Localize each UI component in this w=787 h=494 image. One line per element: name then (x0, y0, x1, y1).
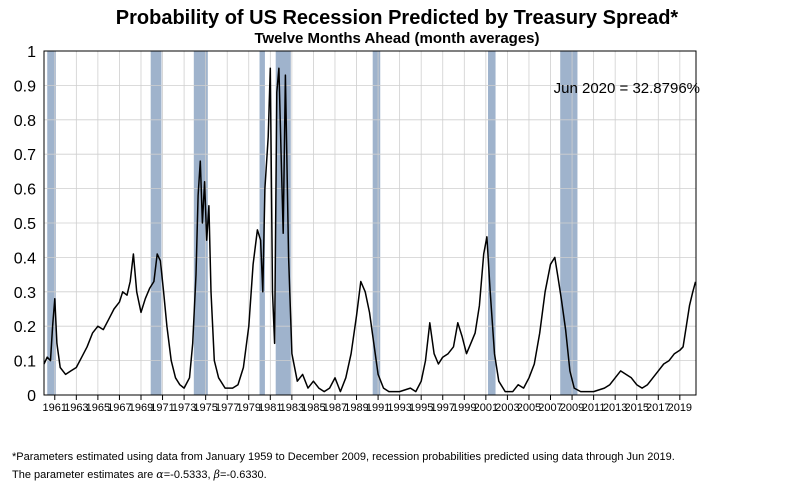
y-tick-label: 0.3 (14, 285, 36, 302)
x-tick-label: 1997 (431, 402, 455, 414)
x-tick-label: 2017 (646, 402, 670, 414)
x-tick-label: 1979 (237, 402, 261, 414)
series-line-1 (43, 67, 697, 393)
x-tick-label: 1983 (280, 402, 304, 414)
beta-symbol: β (213, 468, 220, 481)
x-tick-label: 1999 (452, 402, 476, 414)
x-tick-label: 2011 (582, 402, 606, 414)
x-tick-label: 1961 (43, 402, 67, 414)
x-tick-label: 1989 (344, 402, 368, 414)
x-tick-label: 1973 (172, 402, 196, 414)
x-tick-label: 1963 (64, 402, 88, 414)
beta-value: =-0.6330. (219, 469, 267, 481)
x-tick-label: 1995 (409, 402, 433, 414)
x-tick-label: 2015 (624, 402, 648, 414)
y-tick-label: 0.9 (14, 78, 36, 95)
probability-line (43, 67, 697, 393)
x-tick-label: 2001 (474, 402, 498, 414)
x-tick-label: 1975 (193, 402, 217, 414)
x-axis-ticks: 1961196319651967196919711973197519771979… (43, 395, 692, 414)
x-tick-label: 1971 (150, 402, 174, 414)
y-tick-label: 0 (27, 388, 36, 405)
alpha-value: =-0.5333, (163, 469, 214, 481)
footnote-line-2: The parameter estimates are α=-0.5333, β… (12, 468, 267, 482)
alpha-symbol: α (156, 468, 164, 481)
x-tick-label: 2009 (560, 402, 584, 414)
x-tick-label: 2013 (603, 402, 627, 414)
x-tick-label: 2019 (668, 402, 692, 414)
footnote-line-1: *Parameters estimated using data from Ja… (12, 451, 675, 463)
y-tick-label: 0.2 (14, 319, 36, 336)
latest-value-annotation: Jun 2020 = 32.8796% (554, 80, 700, 97)
x-tick-label: 1987 (323, 402, 347, 414)
chart-title: Probability of US Recession Predicted by… (116, 7, 679, 29)
x-tick-label: 1981 (258, 402, 282, 414)
x-tick-label: 1985 (301, 402, 325, 414)
y-tick-label: 0.1 (14, 354, 36, 371)
x-tick-label: 1993 (387, 402, 411, 414)
y-tick-label: 0.6 (14, 182, 36, 199)
y-tick-label: 0.4 (14, 250, 36, 267)
x-tick-label: 1965 (86, 402, 110, 414)
x-tick-label: 1969 (129, 402, 153, 414)
plot-frame (43, 50, 697, 396)
x-tick-label: 1977 (215, 402, 239, 414)
x-tick-label: 2005 (517, 402, 541, 414)
y-tick-label: 0.8 (14, 113, 36, 130)
y-tick-label: 0.7 (14, 147, 36, 164)
footnote-prefix: The parameter estimates are (12, 469, 157, 481)
recession-probability-chart: Probability of US Recession Predicted by… (14, 7, 700, 414)
y-tick-label: 0.5 (14, 216, 36, 233)
x-tick-label: 2003 (495, 402, 519, 414)
chart-subtitle: Twelve Months Ahead (month averages) (254, 30, 539, 47)
grid-lines (44, 50, 696, 396)
x-tick-label: 1991 (366, 402, 390, 414)
x-tick-label: 1967 (107, 402, 131, 414)
y-axis-ticks: 0 0.1 0.2 0.3 0.4 0.5 0.6 0.7 0.8 0.9 1 (14, 44, 36, 405)
y-tick-label: 1 (27, 44, 36, 61)
x-tick-label: 2007 (538, 402, 562, 414)
